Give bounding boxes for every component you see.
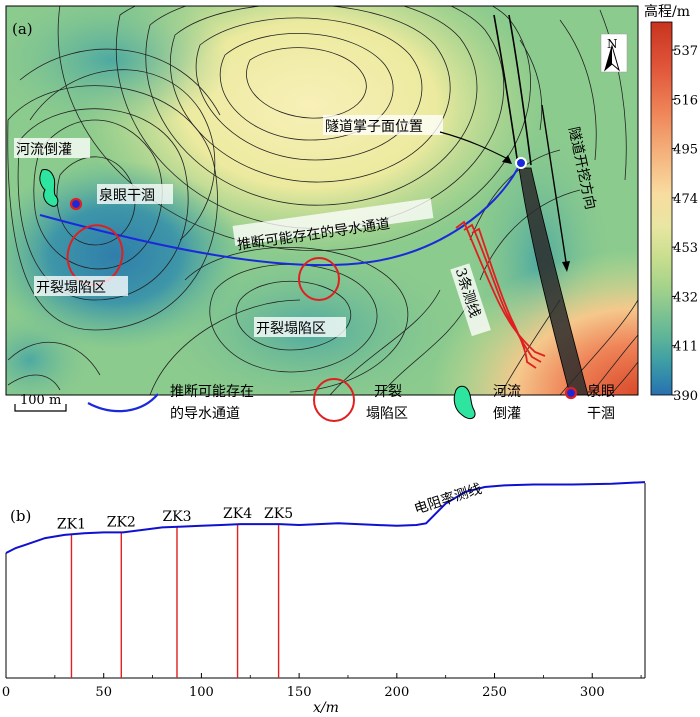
x-tick-label: 250 — [482, 685, 507, 700]
colorbar-tick-label: 537 — [673, 44, 698, 59]
colorbar-tick-label: 516 — [673, 93, 698, 108]
tunnel-face-marker — [515, 157, 527, 169]
tunnel-face-pointer — [439, 131, 512, 164]
panel-b-label: (b) — [10, 507, 31, 525]
legend: 100 m 推断可能存在 的导水通道 开裂 塌陷区 河流 倒灌 泉眼 干涸 — [14, 378, 615, 422]
excavation-direction-arrow — [541, 104, 570, 272]
profile-surface-line — [5, 481, 646, 554]
map-frame — [5, 5, 639, 396]
legend-spring-text-2: 干涸 — [587, 406, 615, 422]
tunnel-face-label: 隧道掌子面位置 — [325, 119, 423, 135]
legend-collapse-text-2: 塌陷区 — [366, 406, 408, 422]
elevation-map: N — [6, 6, 638, 395]
north-label: N — [607, 37, 618, 51]
river-label: 河流倒灌 — [16, 142, 72, 158]
legend-spring-symbol — [564, 386, 578, 400]
collapse-zone-2 — [298, 257, 340, 301]
spring-label: 泉眼干涸 — [99, 187, 155, 204]
borehole-label-zk2: ZK2 — [107, 514, 136, 530]
tunnel-excavated-section — [518, 167, 589, 395]
legend-channel-text-2: 的导水通道 — [170, 406, 240, 422]
legend-river-text-1: 河流 — [493, 384, 521, 400]
borehole-label-zk3: ZK3 — [162, 509, 191, 525]
panel-a-label: (a) — [12, 20, 33, 38]
spring-marker — [69, 197, 83, 211]
river-backflow-symbol — [39, 169, 59, 207]
colorbar-title: 高程/m — [644, 3, 690, 20]
legend-scale-text: 100 m — [20, 393, 61, 408]
collapse-zone-2-label: 开裂塌陷区 — [256, 321, 326, 337]
legend-river-text-2: 倒灌 — [493, 406, 521, 422]
x-tick-label: 300 — [580, 685, 605, 700]
tunnel-boundary-lines — [493, 14, 532, 166]
colorbar-tick-label: 495 — [673, 143, 698, 158]
survey-lines — [455, 220, 546, 369]
colorbar-tick-label: 411 — [673, 340, 698, 355]
x-axis-label: x/m — [313, 700, 339, 716]
legend-collapse-symbol — [313, 378, 355, 422]
collapse-zone-1-label: 开裂塌陷区 — [36, 280, 106, 296]
borehole-label-zk4: ZK4 — [223, 506, 252, 522]
colorbar-tick-label: 432 — [673, 290, 698, 305]
x-tick-label: 150 — [287, 685, 312, 700]
borehole-label-zk5: ZK5 — [264, 506, 293, 522]
legend-spring-text-1: 泉眼 — [587, 383, 615, 400]
legend-river-symbol — [453, 385, 476, 420]
north-arrow: N — [600, 33, 628, 73]
colorbar-tick-label: 453 — [673, 241, 698, 256]
colorbar-tick-label: 390 — [673, 389, 698, 404]
profile-line-label: 电阻率测线 — [412, 480, 484, 518]
legend-collapse-text-1: 开裂 — [374, 384, 402, 400]
x-tick-label: 50 — [95, 685, 112, 700]
legend-scale: 100 m — [14, 393, 67, 412]
profile-chart: ZK1 ZK2 ZK3 ZK4 ZK5 0 50 100 150 200 250 300 电阻率测线… — [2, 480, 646, 716]
legend-channel-symbol — [87, 393, 159, 413]
x-tick-label: 100 — [189, 685, 214, 700]
x-tick-label: 200 — [384, 685, 409, 700]
legend-channel-text-1: 推断可能存在 — [170, 384, 254, 400]
inferred-channel-line — [39, 167, 519, 267]
colorbar: 高程/m 537 516 495 474 453 432 411 390 — [644, 3, 698, 404]
borehole-label-zk1: ZK1 — [57, 516, 86, 532]
x-tick-label: 0 — [2, 685, 10, 700]
colorbar-tick-label: 474 — [673, 192, 698, 207]
